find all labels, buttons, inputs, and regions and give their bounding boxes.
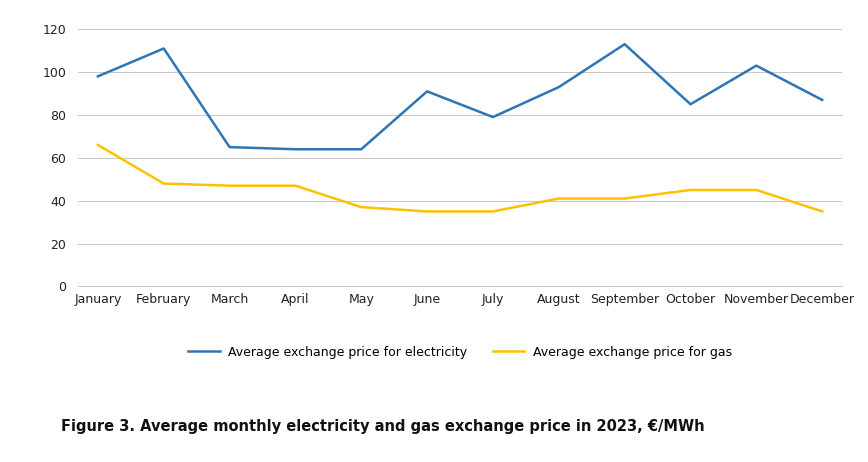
Average exchange price for gas [620,196,630,201]
Average exchange price for gas [224,183,234,188]
Average exchange price for electricity [751,63,761,68]
Average exchange price for electricity [686,102,696,107]
Line: Average exchange price for electricity: Average exchange price for electricity [98,44,822,149]
Average exchange price for gas [817,209,827,214]
Average exchange price for electricity [620,42,630,47]
Average exchange price for electricity [290,146,300,152]
Average exchange price for gas [554,196,564,201]
Average exchange price for gas [93,142,103,148]
Average exchange price for electricity [554,84,564,90]
Average exchange price for electricity [356,146,366,152]
Average exchange price for gas [290,183,300,188]
Average exchange price for electricity [488,114,498,120]
Average exchange price for electricity [817,97,827,103]
Legend: Average exchange price for electricity, Average exchange price for gas: Average exchange price for electricity, … [183,341,737,364]
Average exchange price for gas [159,181,169,186]
Text: Figure 3. Average monthly electricity and gas exchange price in 2023, €/MWh: Figure 3. Average monthly electricity an… [61,419,705,434]
Average exchange price for electricity [224,144,234,150]
Average exchange price for electricity [159,46,169,51]
Line: Average exchange price for gas: Average exchange price for gas [98,145,822,212]
Average exchange price for gas [356,204,366,210]
Average exchange price for gas [488,209,498,214]
Average exchange price for electricity [422,89,432,94]
Average exchange price for gas [422,209,432,214]
Average exchange price for gas [751,187,761,193]
Average exchange price for electricity [93,73,103,79]
Average exchange price for gas [686,187,696,193]
